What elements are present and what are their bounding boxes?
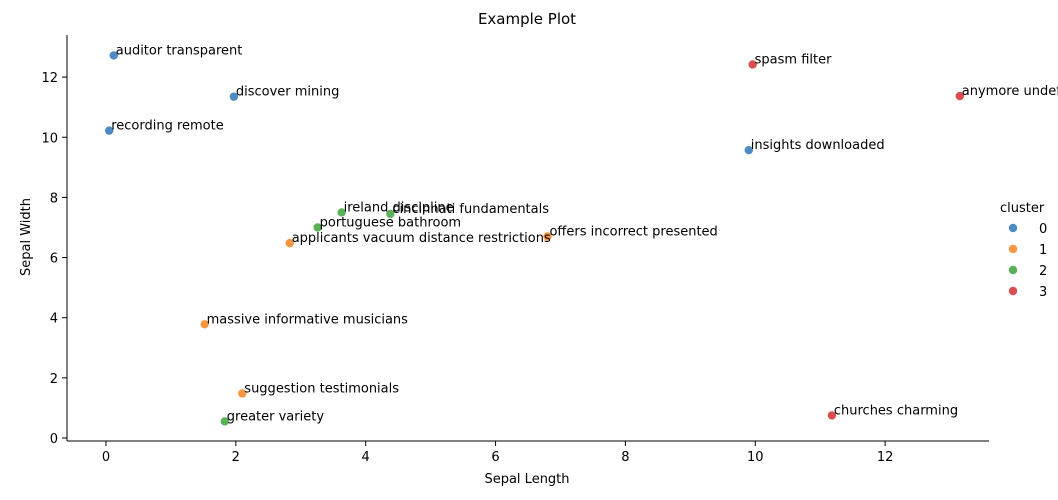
legend-title: cluster bbox=[1000, 201, 1045, 216]
legend-label: 3 bbox=[1039, 285, 1047, 300]
data-point bbox=[337, 208, 346, 217]
x-tick-label: 8 bbox=[621, 450, 629, 465]
y-tick-label: 6 bbox=[50, 252, 58, 267]
x-axis-title: Sepal Length bbox=[484, 472, 569, 487]
point-label: portuguese bathroom bbox=[320, 215, 461, 230]
legend-marker bbox=[1008, 286, 1018, 296]
legend-label: 2 bbox=[1039, 264, 1047, 279]
legend: cluster 0 1 2 3 bbox=[1000, 201, 1047, 300]
legend-marker bbox=[1008, 223, 1018, 233]
data-point bbox=[238, 389, 247, 398]
data-point bbox=[748, 60, 757, 69]
point-label: insights downloaded bbox=[751, 138, 885, 153]
x-tick-label: 4 bbox=[362, 450, 370, 465]
x-tick-label: 6 bbox=[491, 450, 499, 465]
point-label: offers incorrect presented bbox=[549, 224, 717, 239]
point-label: suggestion testimonials bbox=[244, 381, 399, 396]
point-label: discover mining bbox=[236, 85, 340, 100]
point-label: greater variety bbox=[227, 409, 325, 424]
point-label: churches charming bbox=[834, 403, 958, 418]
data-point bbox=[200, 320, 209, 329]
legend-marker bbox=[1008, 244, 1018, 254]
legend-marker bbox=[1008, 265, 1018, 275]
x-tick-label: 12 bbox=[877, 450, 894, 465]
point-label: auditor transparent bbox=[116, 43, 243, 58]
y-tick-label: 0 bbox=[50, 432, 58, 447]
data-point bbox=[543, 232, 552, 241]
x-tick-label: 2 bbox=[232, 450, 240, 465]
data-point bbox=[229, 92, 239, 101]
data-point bbox=[285, 238, 294, 248]
y-tick-label: 10 bbox=[41, 131, 58, 146]
point-label: cincinnati fundamentals bbox=[392, 202, 549, 217]
point-labels: auditor transparent discover mining record… bbox=[111, 43, 1058, 424]
data-point bbox=[744, 145, 753, 155]
y-tick-label: 8 bbox=[50, 191, 58, 206]
point-label: ireland discipline bbox=[344, 200, 454, 215]
data-point bbox=[105, 126, 114, 135]
data-points bbox=[105, 51, 964, 426]
y-axis-title: Sepal Width bbox=[19, 198, 34, 276]
point-label: applicants vacuum distance restrictions bbox=[292, 231, 551, 246]
x-tick-label: 10 bbox=[747, 450, 764, 465]
chart-title: Example Plot bbox=[478, 10, 576, 28]
point-label: anymore undefi bbox=[962, 84, 1058, 99]
point-label: spasm filter bbox=[755, 52, 832, 67]
data-point bbox=[386, 209, 395, 219]
x-tick-label: 0 bbox=[102, 450, 110, 465]
data-point bbox=[313, 223, 322, 232]
point-label: recording remote bbox=[111, 119, 224, 134]
legend-label: 1 bbox=[1039, 243, 1047, 258]
point-label: massive informative musicians bbox=[207, 312, 409, 327]
data-point bbox=[109, 51, 118, 60]
y-tick-label: 4 bbox=[50, 312, 58, 327]
data-point bbox=[220, 417, 229, 426]
y-tick-label: 12 bbox=[41, 71, 58, 86]
y-tick-label: 2 bbox=[50, 372, 58, 387]
legend-label: 0 bbox=[1039, 222, 1047, 237]
data-point bbox=[955, 91, 964, 101]
data-point bbox=[827, 411, 837, 420]
axes: 0 2 4 6 8 10 12 0 2 4 6 8 10 12 bbox=[41, 35, 989, 465]
